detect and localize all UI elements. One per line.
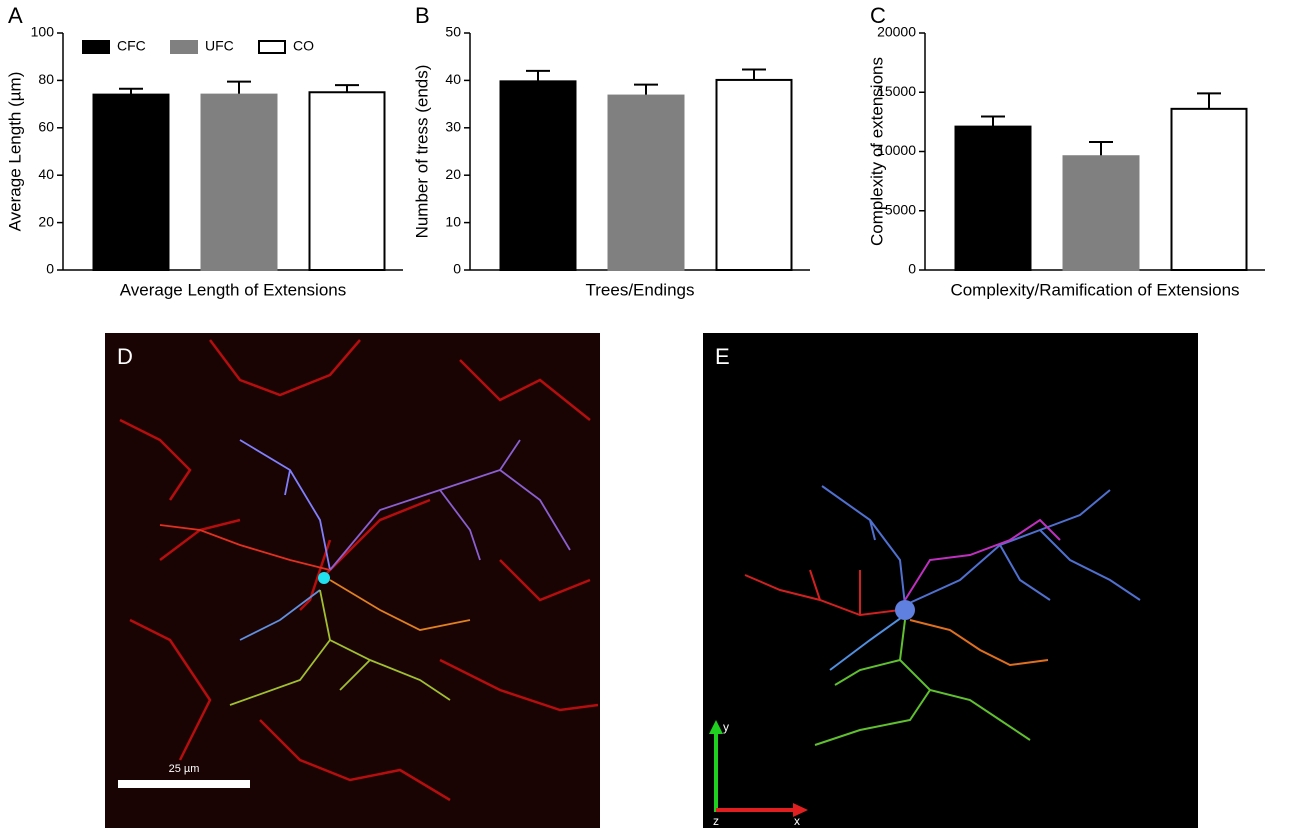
y-tick-label: 80	[38, 71, 54, 87]
bar	[1170, 107, 1248, 271]
bar	[200, 93, 278, 272]
legend-label: CO	[293, 38, 314, 54]
y-tick-label: 15000	[877, 83, 916, 99]
legend-label: UFC	[205, 38, 234, 54]
bar	[954, 125, 1032, 271]
soma-marker	[318, 572, 330, 584]
y-tick-label: 20	[445, 166, 461, 182]
y-tick-label: 10	[445, 213, 461, 229]
y-tick-label: 40	[445, 71, 461, 87]
cell-processes	[119, 339, 599, 802]
arrow-head	[793, 803, 808, 817]
panel-label: A	[8, 3, 23, 28]
bar	[499, 80, 577, 271]
reconstruction-panel: y z x E	[703, 333, 1198, 828]
y-axis-label: Number of tress (ends)	[412, 65, 431, 239]
bar	[92, 93, 170, 272]
x-axis-label: Complexity/Ramification of Extensions	[950, 280, 1239, 299]
panel-label: B	[415, 3, 430, 28]
y-tick-label: 0	[908, 261, 916, 277]
y-axis-label: Complexity of extensions	[867, 57, 886, 246]
y-tick-label: 40	[38, 166, 54, 182]
panel-label: D	[117, 344, 133, 369]
y-tick-label: 5000	[885, 201, 916, 217]
y-tick-label: 100	[31, 24, 55, 40]
legend-swatch	[170, 40, 198, 54]
legend-swatch	[258, 40, 286, 54]
y-tick-label: 0	[453, 261, 461, 277]
soma	[895, 600, 915, 620]
axis-letter: x	[794, 814, 800, 828]
y-tick-label: 10000	[877, 142, 916, 158]
y-tick-label: 50	[445, 24, 461, 40]
bar	[1062, 155, 1140, 272]
y-tick-label: 20	[38, 213, 54, 229]
reconstruction-tree	[744, 485, 1141, 746]
scale-bar-label: 25 µm	[169, 763, 200, 775]
x-axis-label: Trees/Endings	[586, 280, 695, 299]
x-axis-label: Average Length of Extensions	[120, 280, 347, 299]
tracing	[159, 439, 571, 706]
y-tick-label: 30	[445, 119, 461, 135]
y-axis-label: Average Length (µm)	[5, 72, 24, 232]
scale-bar	[118, 780, 250, 788]
legend-swatch	[82, 40, 110, 54]
legend-label: CFC	[117, 38, 146, 54]
panel-label: E	[715, 344, 730, 369]
image-background	[105, 333, 600, 828]
axis-letter: y	[723, 720, 729, 734]
micrograph-panel: 25 µm D	[105, 333, 600, 828]
y-tick-label: 60	[38, 119, 54, 135]
bar	[607, 94, 685, 272]
image-background	[703, 333, 1198, 828]
arrow-head	[709, 720, 723, 734]
axis-letter: z	[713, 814, 719, 828]
bar	[308, 91, 386, 271]
bar	[715, 78, 793, 272]
panel-label: C	[870, 3, 886, 28]
y-tick-label: 0	[46, 261, 54, 277]
y-tick-label: 20000	[877, 24, 916, 40]
